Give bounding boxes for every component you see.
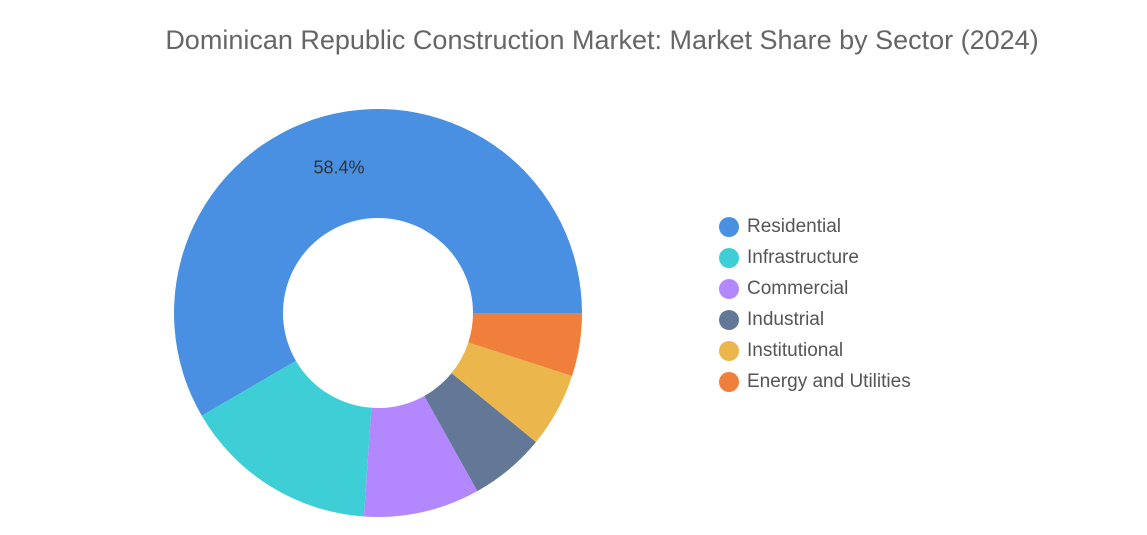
- donut-slice: [468, 313, 582, 377]
- legend-swatch: [719, 372, 739, 392]
- value-label: 58.4%: [313, 157, 364, 177]
- legend-label: Commercial: [747, 278, 848, 299]
- legend-swatch: [719, 217, 739, 237]
- donut-slice: [174, 108, 582, 416]
- legend-swatch: [719, 341, 739, 361]
- legend-label: Residential: [747, 216, 841, 237]
- legend-swatch: [719, 310, 739, 330]
- legend-swatch: [719, 248, 739, 268]
- donut-slice: [363, 395, 478, 517]
- chart-title: Dominican Republic Construction Market: …: [165, 25, 1038, 55]
- legend-label: Infrastructure: [747, 247, 859, 268]
- donut-slice: [424, 373, 536, 492]
- donut-slice: [451, 342, 573, 443]
- legend-label: Energy and Utilities: [747, 371, 911, 392]
- legend-swatch: [719, 279, 739, 299]
- donut-slice: [201, 360, 372, 517]
- legend-label: Industrial: [747, 309, 824, 330]
- legend-label: Institutional: [747, 340, 843, 361]
